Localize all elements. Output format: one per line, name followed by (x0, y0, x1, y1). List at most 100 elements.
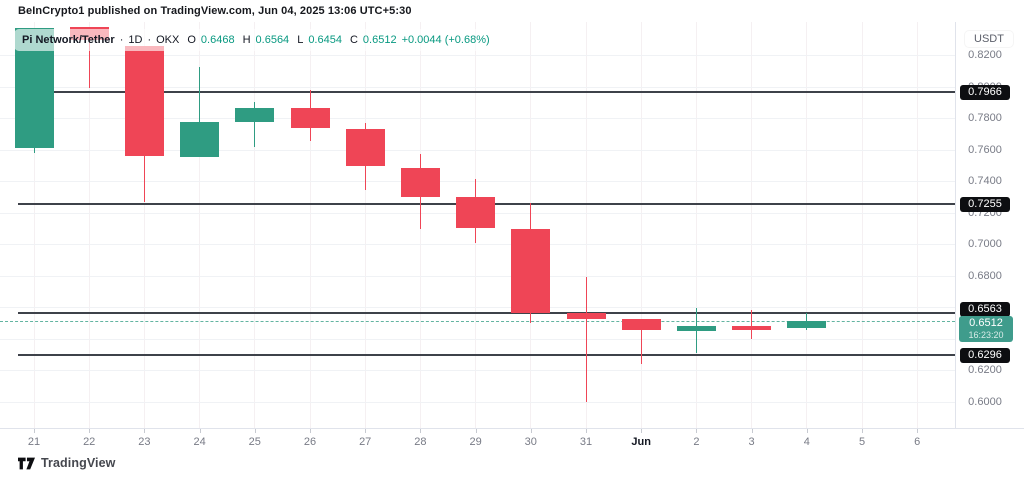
gridline-vertical (309, 22, 311, 428)
time-tick (806, 429, 808, 433)
exchange-label: OKX (156, 34, 180, 46)
time-label-24: 24 (193, 436, 206, 448)
candle-wick-May-25 (254, 101, 256, 147)
price-label-0.6800: 0.6800 (968, 269, 1002, 282)
interval-label: 1D (128, 34, 143, 46)
time-tick (89, 429, 91, 433)
time-label-27: 27 (359, 436, 372, 448)
candle-body-Jun-1 (621, 318, 661, 331)
gridline-horizontal (0, 149, 955, 151)
current-price-line (0, 321, 955, 323)
price-label-0.7000: 0.7000 (968, 238, 1002, 251)
candle-body-May-28 (400, 168, 440, 197)
legend-separator: · (119, 34, 124, 46)
gridline-vertical (751, 22, 753, 428)
gridline-horizontal (0, 401, 955, 403)
candle-body-May-26 (290, 107, 330, 128)
price-label-0.7800: 0.7800 (968, 112, 1002, 125)
time-tick (475, 429, 477, 433)
open-value: 0.6468 (200, 34, 235, 46)
gridline-horizontal (0, 86, 955, 88)
tradingview-logo-text: TradingView (41, 456, 116, 470)
current-price-badge: 0.6512 16:23:20 (959, 316, 1013, 343)
time-tick (144, 429, 146, 433)
high-label: H (242, 34, 251, 46)
price-label-0.6200: 0.6200 (968, 364, 1002, 377)
price-label-0.7400: 0.7400 (968, 175, 1002, 188)
candle-wick-May-31 (585, 277, 587, 402)
time-tick (917, 429, 919, 433)
candle-body-May-31 (566, 312, 606, 319)
attribution-text: BeInCrypto1 published on TradingView.com… (18, 5, 412, 17)
time-tick (696, 429, 698, 433)
price-line-badge-0.6296: 0.6296 (960, 348, 1010, 364)
candle-body-May-25 (235, 107, 275, 123)
gridline-vertical (254, 22, 256, 428)
time-label-Jun: Jun (631, 436, 651, 448)
candle-wick-Jun-1 (640, 318, 642, 364)
gridline-vertical (33, 22, 35, 428)
candle-wick-Jun-3 (751, 310, 753, 340)
price-label-0.7600: 0.7600 (968, 143, 1002, 156)
candle-body-May-23 (124, 46, 164, 156)
horizontal-ray-line (18, 354, 955, 357)
gridline-horizontal (0, 370, 955, 372)
price-label-0.8200: 0.8200 (968, 49, 1002, 61)
gridline-horizontal (0, 181, 955, 183)
close-label: C (349, 34, 358, 46)
symbol-name: Pi Network/Tether (22, 34, 115, 46)
tradingview-logo-icon (18, 457, 35, 469)
gridline-vertical (695, 22, 697, 428)
gridline-horizontal (0, 55, 955, 56)
time-label-26: 26 (303, 436, 317, 448)
time-label-28: 28 (414, 436, 427, 448)
price-axis[interactable]: USDT 0.6512 16:23:20 0.82000.80000.78000… (955, 22, 1024, 428)
gridline-horizontal (0, 307, 955, 309)
time-tick (34, 429, 35, 433)
open-label: O (187, 34, 196, 46)
candle-body-May-29 (456, 196, 496, 228)
candle-body-May-24 (180, 122, 220, 158)
high-value: 0.6564 (255, 34, 290, 46)
candle-body-Jun-4 (787, 321, 827, 329)
gridline-vertical (861, 22, 863, 428)
horizontal-ray-line (18, 312, 955, 315)
candle-wick-May-22 (88, 26, 90, 88)
candle-body-Jun-2 (676, 325, 716, 331)
time-tick (310, 429, 311, 433)
time-label-23: 23 (138, 436, 151, 448)
price-line-badge-0.7255: 0.7255 (960, 197, 1010, 213)
time-label-29: 29 (469, 436, 482, 448)
time-axis[interactable]: 21 22 23 24 25 26 27 28 29 30 31 Jun 2 3 4 5 6 (0, 428, 1024, 456)
low-label: L (297, 34, 304, 46)
horizontal-ray-line (18, 90, 955, 93)
gridline-vertical (88, 22, 90, 428)
price-line-badge-0.6563: 0.6563 (960, 302, 1010, 318)
chart-plot-area[interactable] (0, 22, 955, 428)
gridline-vertical (199, 22, 201, 428)
time-tick (254, 429, 256, 433)
gridline-vertical (585, 22, 587, 428)
gridline-vertical (640, 22, 642, 428)
gridline-horizontal (0, 118, 955, 120)
time-tick (420, 429, 422, 433)
currency-unit-button[interactable]: USDT (965, 31, 1013, 47)
candle-body-May-27 (345, 128, 385, 166)
tradingview-attribution[interactable]: TradingView (18, 456, 116, 470)
time-label-5: 5 (858, 436, 866, 448)
gridline-horizontal (0, 338, 955, 340)
time-label-31: 31 (579, 436, 593, 448)
candle-body-May-30 (511, 228, 551, 313)
gridline-vertical (143, 22, 145, 428)
candle-body-Jun-3 (732, 325, 772, 331)
low-value: 0.6454 (308, 34, 342, 46)
time-tick (365, 429, 367, 433)
current-price-value: 0.6512 (969, 317, 1003, 330)
time-label-6: 6 (914, 436, 921, 448)
time-label-22: 22 (83, 436, 96, 448)
time-label-3: 3 (748, 436, 755, 448)
price-label-0.6000: 0.6000 (968, 395, 1002, 408)
time-tick (530, 429, 532, 433)
time-label-30: 30 (524, 436, 537, 448)
price-line-badge-0.7966: 0.7966 (960, 84, 1010, 100)
